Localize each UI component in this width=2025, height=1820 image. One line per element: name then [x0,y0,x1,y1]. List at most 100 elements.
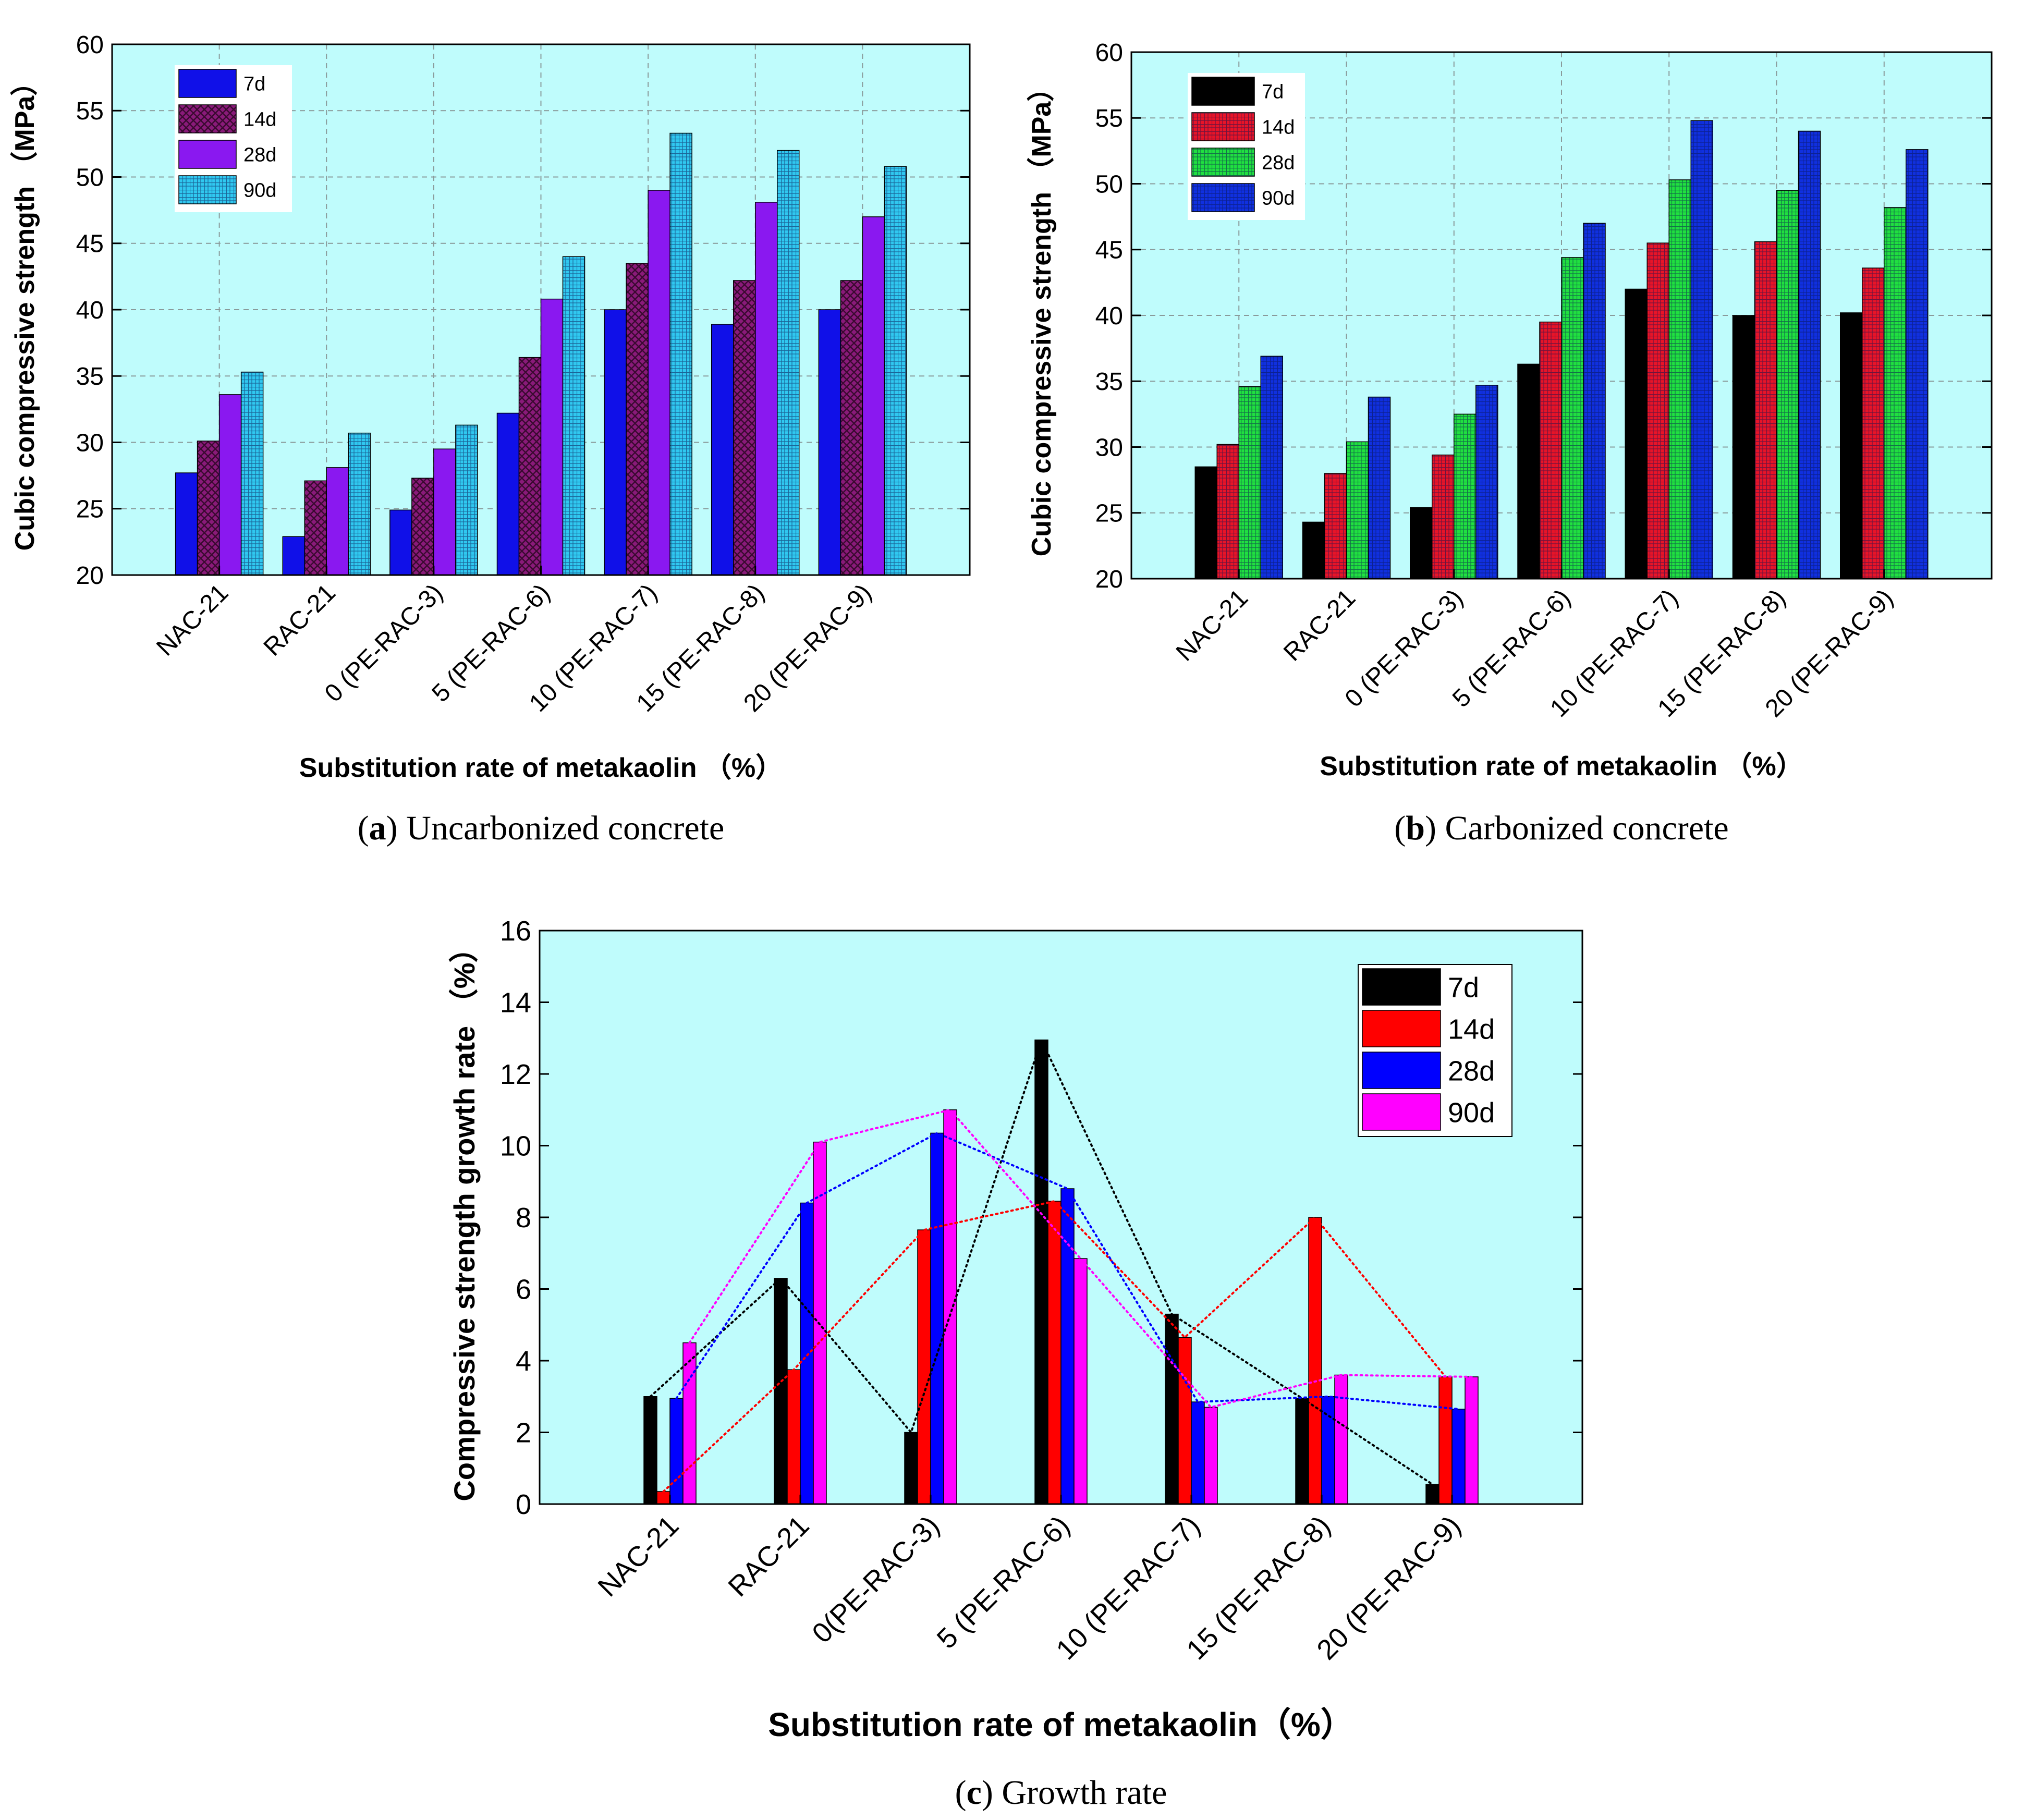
bar-90d-0-pe-rac-3- [1475,385,1498,579]
legend-label-7d: 7d [1262,81,1284,103]
y-axis-label: Cubic compressive strength （MPa） [1027,75,1057,557]
x-category-label: 5 (PE-RAC-6) [931,1510,1076,1655]
trend-line-14d [662,1200,1447,1493]
caption-paren-open: ( [1394,809,1406,847]
bar-7d-5-pe-rac-6- [496,412,520,576]
bar-28d-20-pe-rac-9- [1884,207,1907,579]
caption-text: Growth rate [993,1774,1167,1812]
y-tick-label: 2 [516,1417,531,1448]
y-axis-label: Cubic compressive strength （MPa） [10,69,40,551]
bar-90d-0-pe-rac-3- [943,1109,957,1505]
y-tick-label: 45 [1095,237,1123,264]
bar-14d-10-pe-rac-7- [1646,242,1669,579]
legend-swatch-7d [1191,77,1255,106]
bar-28d-0-pe-rac-3- [930,1132,944,1505]
bar-28d-20-pe-rac-9- [862,216,885,576]
x-category-label: RAC-21 [722,1510,815,1603]
bar-14d-0-pe-rac-3- [917,1229,931,1505]
caption-paren-open: ( [358,809,369,847]
bar-28d-5-pe-rac-6- [540,298,564,576]
y-tick-label: 8 [516,1202,531,1233]
legend-label-90d: 90d [1448,1097,1495,1128]
y-tick-label: 12 [500,1059,531,1090]
caption-letter: a [369,809,386,847]
bar-90d-nac-21 [682,1342,697,1505]
y-tick-label: 4 [516,1346,531,1377]
bar-28d-5-pe-rac-6- [1561,257,1584,579]
bar-90d-5-pe-rac-6- [562,256,585,576]
legend-label-28d: 28d [243,144,276,166]
legend-label-7d: 7d [1448,972,1479,1003]
legend-swatch-7d [1362,968,1441,1006]
trend-line-90d [688,1108,1473,1409]
legend-swatch-14d [1191,112,1255,141]
legend-swatch-90d [1362,1093,1441,1131]
legend-swatch-90d [1191,183,1255,212]
legend-swatch-28d [1362,1052,1441,1089]
y-tick-label: 6 [516,1274,531,1305]
bar-90d-10-pe-rac-7- [1204,1407,1218,1505]
y-tick-label: 14 [500,987,531,1018]
panel-caption: (b) Carbonized concrete [1394,809,1728,847]
bar-14d-10-pe-rac-7- [1178,1337,1192,1505]
bar-14d-5-pe-rac-6- [1539,321,1562,579]
bar-90d-5-pe-rac-6- [1074,1258,1088,1505]
y-axis-label: Compressive strength growth rate （%） [448,933,481,1501]
bar-28d-15-pe-rac-8- [1776,190,1799,579]
bar-14d-0-pe-rac-3- [1432,454,1455,579]
y-tick-label: 20 [1095,566,1123,593]
y-tick-label: 25 [76,496,104,523]
bar-7d-15-pe-rac-8- [1732,315,1755,579]
x-axis-label: Substitution rate of metakaolin （%） [1320,751,1803,781]
bar-90d-nac-21 [1260,356,1283,579]
bar-28d-nac-21 [1238,386,1261,579]
bar-28d-rac-21 [326,467,349,576]
bar-14d-15-pe-rac-8- [733,280,756,576]
y-tick-label: 0 [516,1489,531,1520]
y-tick-label: 16 [500,915,531,947]
bar-28d-0-pe-rac-3- [433,448,456,576]
bar-14d-10-pe-rac-7- [626,263,649,576]
y-tick-label: 60 [76,31,104,59]
x-category-label: NAC-21 [151,579,234,661]
legend-label-28d: 28d [1448,1055,1495,1086]
y-tick-label: 40 [76,297,104,324]
bar-90d-15-pe-rac-8- [1334,1374,1348,1505]
bar-28d-10-pe-rac-7- [1191,1401,1205,1505]
bar-7d-nac-21 [1194,466,1217,579]
x-axis-label: Substitution rate of metakaolin（%） [768,1706,1354,1743]
bar-7d-20-pe-rac-9- [1425,1484,1440,1505]
bar-90d-20-pe-rac-9- [1465,1376,1479,1505]
y-tick-label: 10 [500,1130,531,1162]
bar-14d-0-pe-rac-3- [411,478,434,576]
legend-label-90d: 90d [1262,188,1295,210]
bar-7d-0-pe-rac-3- [1410,507,1433,579]
bar-90d-rac-21 [1368,396,1391,579]
bar-7d-rac-21 [282,536,305,576]
legend-swatch-90d [178,175,237,204]
y-tick-label: 35 [1095,368,1123,396]
bar-90d-15-pe-rac-8- [1798,130,1821,579]
bar-7d-20-pe-rac-9- [818,309,841,576]
bar-14d-nac-21 [656,1491,670,1505]
bar-28d-nac-21 [218,394,242,576]
bar-90d-5-pe-rac-6- [1583,223,1606,579]
bar-90d-20-pe-rac-9- [1906,149,1929,579]
x-category-label: RAC-21 [259,579,341,661]
bar-14d-20-pe-rac-9- [1438,1376,1453,1505]
y-tick-label: 25 [1095,500,1123,528]
trend-line-28d [675,1132,1460,1410]
bar-28d-rac-21 [800,1202,814,1505]
bar-28d-nac-21 [669,1398,684,1505]
bar-7d-15-pe-rac-8- [711,324,734,576]
bar-7d-rac-21 [1302,521,1325,579]
y-tick-label: 40 [1095,302,1123,330]
legend-swatch-28d [1191,148,1255,177]
bar-90d-0-pe-rac-3- [455,424,478,576]
y-tick-label: 45 [76,230,104,258]
bar-14d-5-pe-rac-6- [1047,1201,1062,1505]
x-category-label: RAC-21 [1278,584,1361,666]
bar-28d-15-pe-rac-8- [755,202,778,576]
